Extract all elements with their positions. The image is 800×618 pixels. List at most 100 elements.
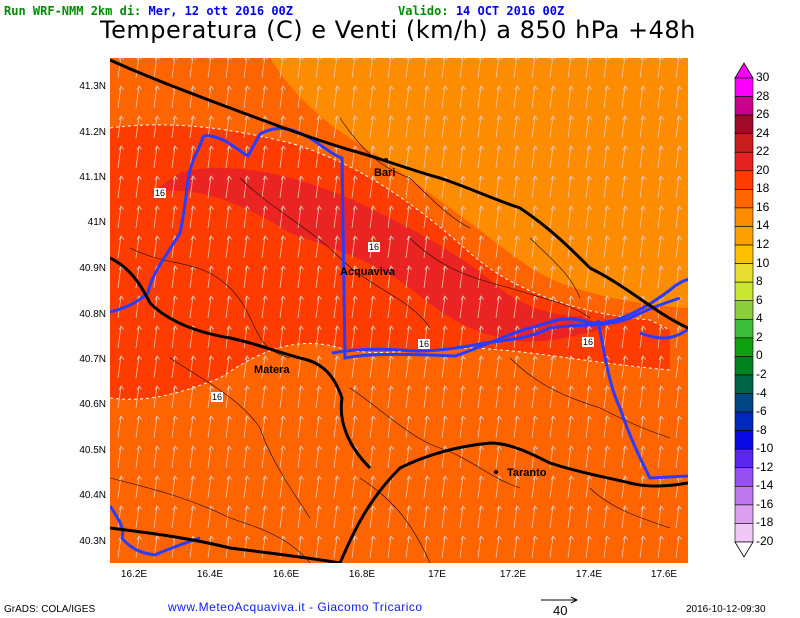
wind-arrow — [279, 385, 286, 409]
colorbar-label: 22 — [756, 144, 770, 159]
wind-arrow — [315, 385, 322, 409]
wind-arrow — [513, 235, 520, 259]
wind-arrow — [675, 58, 682, 79]
wind-arrow — [675, 235, 682, 259]
wind-arrow — [117, 385, 124, 409]
lon-label: 16.4E — [196, 569, 224, 580]
wind-arrow — [621, 265, 628, 289]
wind-arrow — [621, 235, 628, 259]
wind-arrow — [207, 355, 214, 379]
wind-arrow — [657, 58, 664, 79]
wind-arrow — [315, 85, 322, 109]
wind-arrow — [279, 85, 286, 109]
wind-arrow — [405, 385, 412, 409]
colorbar-segment — [734, 300, 754, 320]
wind-arrow — [585, 475, 592, 499]
lon-label: 17.2E — [499, 569, 527, 580]
run-label: Run WRF-NMM 2km di: — [4, 4, 142, 18]
wind-arrow — [297, 175, 304, 199]
wind-arrow — [243, 235, 250, 259]
contour-16 — [110, 124, 671, 400]
wind-arrow — [171, 205, 178, 229]
wind-arrow — [171, 295, 178, 319]
lat-label: 41N — [87, 217, 106, 228]
wind-arrow — [567, 85, 574, 109]
wind-arrow — [531, 265, 538, 289]
wind-arrow — [225, 145, 232, 169]
wind-arrow — [405, 355, 412, 379]
wind-arrow — [171, 175, 178, 199]
wind-arrow — [441, 415, 448, 439]
wind-arrow — [261, 445, 268, 469]
colorbar-label: 12 — [756, 237, 770, 252]
wind-arrow — [333, 175, 340, 199]
wind-arrow — [621, 355, 628, 379]
colorbar-segment — [734, 263, 754, 283]
wind-arrow — [459, 355, 466, 379]
wind-arrow — [387, 145, 394, 169]
wind-arrow — [459, 325, 466, 349]
wind-arrow — [243, 385, 250, 409]
wind-arrow — [495, 175, 502, 199]
lat-label: 41.2N — [79, 127, 106, 138]
wind-arrow — [639, 175, 646, 199]
wind-arrow — [621, 175, 628, 199]
wind-arrow — [567, 205, 574, 229]
lon-label: 16.6E — [272, 569, 300, 580]
wind-arrow — [585, 235, 592, 259]
wind-arrow — [513, 415, 520, 439]
wind-arrow — [189, 475, 196, 499]
wind-arrow — [315, 535, 322, 559]
wind-arrow — [531, 475, 538, 499]
wind-arrow — [495, 235, 502, 259]
wind-arrow — [243, 415, 250, 439]
colorbar-segment — [734, 486, 754, 506]
contour-label: 16 — [418, 339, 431, 349]
wind-arrow — [171, 325, 178, 349]
colorbar-segment — [734, 96, 754, 116]
wind-arrow — [477, 475, 484, 499]
wind-arrow — [171, 115, 178, 139]
wind-arrow — [333, 58, 340, 79]
wind-arrow — [495, 475, 502, 499]
wind-arrow — [567, 505, 574, 529]
wind-arrow — [639, 205, 646, 229]
wind-arrow — [279, 415, 286, 439]
colorbar-label: 10 — [756, 255, 770, 270]
wind-arrow — [567, 115, 574, 139]
wind-arrow — [603, 175, 610, 199]
lat-label: 41.1N — [79, 172, 106, 183]
wind-arrow — [171, 58, 178, 79]
wind-arrow — [117, 505, 124, 529]
wind-arrow — [441, 235, 448, 259]
wind-arrow — [297, 535, 304, 559]
wind-arrow — [441, 385, 448, 409]
colorbar-label: 16 — [756, 199, 770, 214]
wind-arrow — [225, 295, 232, 319]
wind-arrow — [333, 85, 340, 109]
colorbar — [734, 62, 754, 558]
wind-arrow — [441, 475, 448, 499]
wind-arrow — [261, 295, 268, 319]
colorbar-label: 8 — [756, 274, 763, 289]
wind-arrow — [261, 475, 268, 499]
wind-arrow — [423, 475, 430, 499]
credit-link[interactable]: www.MeteoAcquaviva.it - Giacomo Tricaric… — [168, 600, 423, 614]
city-bari: Bari — [374, 167, 396, 179]
wind-arrow — [243, 535, 250, 559]
wind-arrow — [567, 415, 574, 439]
wind-arrow — [135, 145, 142, 169]
wind-arrow — [351, 85, 358, 109]
wind-arrow — [387, 355, 394, 379]
wind-arrow — [513, 265, 520, 289]
wind-arrow — [333, 205, 340, 229]
wind-arrow — [459, 58, 466, 79]
wind-arrow — [243, 355, 250, 379]
wind-arrow — [549, 145, 556, 169]
wind-arrow — [423, 145, 430, 169]
wind-arrow — [495, 355, 502, 379]
colorbar-segment — [734, 281, 754, 302]
wind-arrow — [261, 205, 268, 229]
wind-arrow — [513, 535, 520, 559]
wind-arrow — [351, 325, 358, 349]
